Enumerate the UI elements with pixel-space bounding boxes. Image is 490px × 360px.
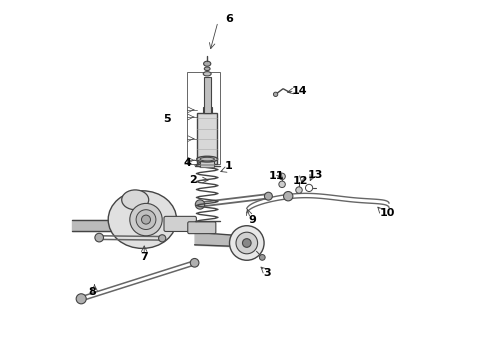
Text: 4: 4 — [183, 158, 191, 168]
Circle shape — [196, 200, 205, 209]
FancyBboxPatch shape — [164, 216, 196, 231]
Text: 12: 12 — [293, 176, 309, 186]
Ellipse shape — [197, 156, 218, 162]
Ellipse shape — [203, 72, 211, 76]
Bar — [204, 77, 211, 113]
Text: 5: 5 — [163, 114, 171, 124]
Text: 7: 7 — [140, 252, 148, 262]
Ellipse shape — [204, 61, 211, 66]
Text: 14: 14 — [291, 86, 307, 96]
Circle shape — [259, 255, 265, 260]
Ellipse shape — [108, 191, 176, 248]
Ellipse shape — [200, 157, 215, 161]
Text: 13: 13 — [308, 170, 323, 180]
Circle shape — [305, 184, 313, 192]
Circle shape — [229, 226, 264, 260]
Circle shape — [243, 239, 251, 247]
Ellipse shape — [204, 67, 210, 71]
FancyBboxPatch shape — [188, 222, 216, 234]
Text: 2: 2 — [189, 175, 196, 185]
Text: 10: 10 — [380, 208, 395, 218]
Bar — [197, 113, 217, 164]
Circle shape — [95, 233, 103, 242]
Circle shape — [159, 235, 166, 242]
Circle shape — [190, 258, 199, 267]
Text: 9: 9 — [248, 215, 256, 225]
Text: 1: 1 — [225, 161, 233, 171]
Circle shape — [279, 173, 285, 180]
Text: 3: 3 — [264, 268, 271, 278]
Circle shape — [265, 192, 272, 200]
Circle shape — [273, 92, 278, 96]
Circle shape — [236, 232, 258, 254]
Ellipse shape — [122, 190, 148, 210]
Circle shape — [296, 187, 302, 193]
Text: 8: 8 — [88, 287, 96, 297]
Bar — [200, 161, 215, 167]
Text: 11: 11 — [268, 171, 284, 181]
Bar — [203, 107, 212, 113]
Circle shape — [284, 192, 293, 201]
Circle shape — [76, 294, 86, 304]
Ellipse shape — [136, 210, 156, 230]
Ellipse shape — [142, 215, 150, 224]
Circle shape — [279, 181, 285, 188]
Text: 6: 6 — [225, 14, 233, 24]
Ellipse shape — [130, 203, 162, 236]
Bar — [187, 72, 220, 164]
